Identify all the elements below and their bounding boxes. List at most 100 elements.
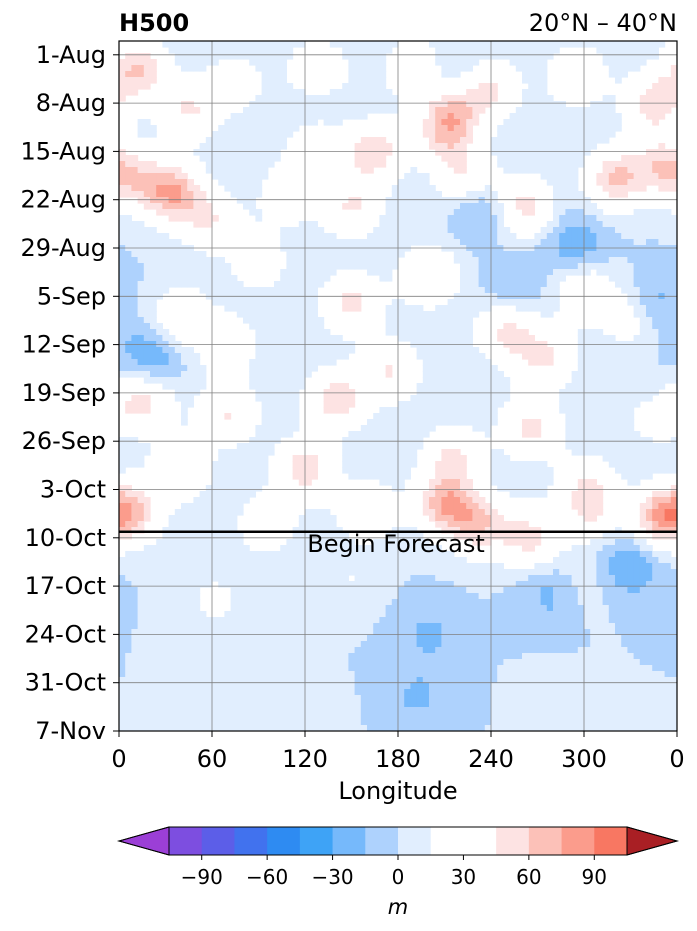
heat-cell xyxy=(447,389,455,396)
heat-cell xyxy=(255,125,263,132)
heat-cell xyxy=(646,389,653,396)
heat-cell xyxy=(596,359,604,366)
heat-cell xyxy=(410,539,418,546)
heat-cell xyxy=(360,455,368,462)
heat-cell xyxy=(255,485,263,492)
heat-cell xyxy=(143,581,151,588)
heat-cell xyxy=(187,101,194,108)
heat-cell xyxy=(274,371,281,378)
heat-cell xyxy=(249,311,256,318)
heat-cell xyxy=(119,173,126,180)
heat-cell xyxy=(156,287,163,294)
heat-cell xyxy=(174,593,182,600)
heat-cell xyxy=(336,347,343,354)
heat-cell xyxy=(298,593,306,600)
heat-cell xyxy=(528,59,535,66)
heat-cell xyxy=(534,527,542,534)
heat-cell xyxy=(435,473,442,480)
heat-cell xyxy=(131,305,139,312)
heat-cell xyxy=(441,515,449,522)
heat-cell xyxy=(230,545,238,552)
heat-cell xyxy=(633,155,641,162)
heat-cell xyxy=(280,413,287,420)
heat-cell xyxy=(150,233,157,240)
heat-cell xyxy=(509,533,517,540)
heat-cell xyxy=(119,89,126,96)
heat-cell xyxy=(323,395,331,402)
heat-cell xyxy=(422,353,430,360)
heat-cell xyxy=(633,473,641,480)
heat-cell xyxy=(286,323,294,330)
heat-cell xyxy=(528,359,535,366)
heat-cell xyxy=(323,101,331,108)
heat-cell xyxy=(305,551,312,558)
heat-cell xyxy=(435,347,442,354)
heat-cell xyxy=(602,377,610,384)
heat-cell xyxy=(422,425,430,432)
heat-cell xyxy=(429,377,436,384)
heat-cell xyxy=(391,203,399,210)
heat-cell xyxy=(559,143,566,150)
heat-cell xyxy=(639,557,647,564)
heat-cell xyxy=(590,203,597,210)
heat-cell xyxy=(298,251,306,258)
heat-cell xyxy=(131,521,139,528)
heat-cell xyxy=(174,611,182,618)
heat-cell xyxy=(540,233,548,240)
heat-cell xyxy=(125,347,132,354)
heat-cell xyxy=(261,143,269,150)
heat-cell xyxy=(553,191,560,198)
heat-cell xyxy=(460,149,467,156)
heat-cell xyxy=(385,587,393,594)
heat-cell xyxy=(131,179,139,186)
heat-cell xyxy=(646,233,653,240)
heat-cell xyxy=(515,587,523,594)
heat-cell xyxy=(503,467,511,474)
heat-cell xyxy=(633,347,641,354)
heat-cell xyxy=(181,383,188,390)
heat-cell xyxy=(416,545,424,552)
heat-cell xyxy=(503,167,511,174)
heat-cell xyxy=(267,53,275,60)
heat-cell xyxy=(435,221,442,228)
heat-cell xyxy=(646,455,653,462)
heat-cell xyxy=(559,263,566,270)
heat-cell xyxy=(460,401,467,408)
heat-cell xyxy=(125,515,132,522)
heat-cell xyxy=(323,239,331,246)
heat-cell xyxy=(311,263,318,270)
heat-cell xyxy=(584,149,591,156)
heat-cell xyxy=(119,371,126,378)
heat-cell xyxy=(429,545,436,552)
heat-cell xyxy=(627,275,635,282)
heat-cell xyxy=(348,77,356,84)
heat-cell xyxy=(174,353,182,360)
heat-cell xyxy=(652,179,659,186)
heat-cell xyxy=(236,41,244,48)
heat-cell xyxy=(429,575,436,582)
heat-cell xyxy=(633,377,641,384)
heat-cell xyxy=(584,503,591,510)
heat-cell xyxy=(119,449,126,456)
heat-cell xyxy=(336,593,343,600)
heat-cell xyxy=(497,581,504,588)
heat-cell xyxy=(590,113,597,120)
heat-cell xyxy=(491,83,498,90)
heat-cell xyxy=(627,299,635,306)
heat-cell xyxy=(379,263,387,270)
heat-cell xyxy=(435,377,442,384)
heat-cell xyxy=(323,545,331,552)
heat-cell xyxy=(615,569,622,576)
heat-cell xyxy=(236,449,244,456)
heat-cell xyxy=(218,143,225,150)
heat-cell xyxy=(385,449,393,456)
heat-cell xyxy=(658,335,666,342)
heat-cell xyxy=(379,71,387,78)
heat-cell xyxy=(584,593,591,600)
heat-cell xyxy=(453,329,461,336)
heat-cell xyxy=(435,395,442,402)
heat-cell xyxy=(571,197,579,204)
heat-cell xyxy=(447,383,455,390)
heat-cell xyxy=(565,581,573,588)
heat-cell xyxy=(491,581,498,588)
